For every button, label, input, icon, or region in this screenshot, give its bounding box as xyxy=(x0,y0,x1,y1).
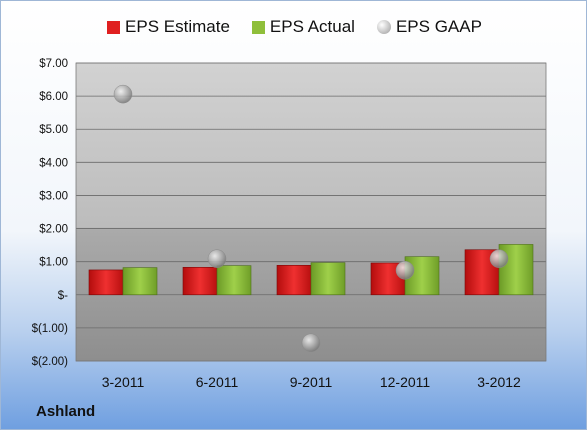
point-eps-gaap xyxy=(207,249,227,268)
y-tick-label: $7.00 xyxy=(39,58,68,70)
legend-item-gaap: EPS GAAP xyxy=(376,17,482,37)
bar-eps-estimate xyxy=(276,265,312,296)
legend-label-actual: EPS Actual xyxy=(269,17,355,36)
legend-label-estimate: EPS Estimate xyxy=(125,17,230,36)
legend-swatch-actual xyxy=(251,20,265,34)
y-tick-label: $5.00 xyxy=(39,124,68,136)
y-tick-label: $3.00 xyxy=(39,190,68,202)
legend-swatch-estimate xyxy=(107,20,121,34)
bar-eps-estimate xyxy=(182,266,218,296)
bar-eps-actual xyxy=(122,267,158,296)
y-tick-label: $1.00 xyxy=(39,257,68,269)
x-tick-label: 3-2012 xyxy=(477,374,521,390)
y-tick-label: $- xyxy=(58,290,68,302)
legend-swatch-gaap xyxy=(376,20,391,34)
chart-legend: EPS Estimate EPS Actual EPS GAAP xyxy=(1,17,586,37)
y-tick-label: $(1.00) xyxy=(32,323,69,335)
legend-item-estimate: EPS Estimate xyxy=(107,17,230,37)
plot-area xyxy=(76,63,546,361)
y-tick-label: $4.00 xyxy=(39,157,68,169)
company-name: Ashland xyxy=(36,403,96,420)
y-tick-label: $2.00 xyxy=(39,224,68,236)
bar-eps-actual xyxy=(216,265,252,296)
bar-eps-estimate xyxy=(88,269,124,296)
y-tick-label: $6.00 xyxy=(39,91,68,103)
legend-item-actual: EPS Actual xyxy=(251,17,355,37)
y-tick-label: $(2.00) xyxy=(32,356,69,368)
x-tick-label: 9-2011 xyxy=(290,374,333,390)
point-eps-gaap xyxy=(301,333,321,353)
x-tick-label: 12-2011 xyxy=(380,374,431,390)
point-eps-gaap xyxy=(489,249,509,268)
x-tick-label: 3-2011 xyxy=(102,374,145,390)
point-eps-gaap xyxy=(113,84,133,104)
point-eps-gaap xyxy=(395,261,415,280)
x-tick-label: 6-2011 xyxy=(196,374,239,390)
plot-border xyxy=(75,62,547,362)
bar-eps-actual xyxy=(310,262,346,296)
legend-label-gaap: EPS GAAP xyxy=(395,17,482,36)
